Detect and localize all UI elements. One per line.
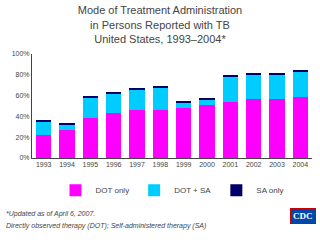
svg-text:1996: 1996: [106, 161, 122, 168]
svg-text:2000: 2000: [199, 161, 215, 168]
svg-text:*Updated as of April 6, 2007.: *Updated as of April 6, 2007.: [6, 210, 95, 218]
svg-text:1997: 1997: [129, 161, 145, 168]
svg-text:1994: 1994: [59, 161, 75, 168]
svg-text:2002: 2002: [246, 161, 262, 168]
svg-text:80%: 80%: [16, 71, 30, 78]
svg-text:2001: 2001: [223, 161, 239, 168]
svg-text:100%: 100%: [12, 50, 30, 57]
svg-text:40%: 40%: [16, 113, 30, 120]
svg-text:2003: 2003: [269, 161, 285, 168]
svg-text:60%: 60%: [16, 92, 30, 99]
svg-text:1999: 1999: [176, 161, 192, 168]
svg-text:1993: 1993: [36, 161, 52, 168]
svg-text:1995: 1995: [83, 161, 99, 168]
svg-text:SA only: SA only: [256, 186, 283, 195]
svg-text:1998: 1998: [153, 161, 169, 168]
svg-text:20%: 20%: [16, 134, 30, 141]
svg-text:2004: 2004: [293, 161, 309, 168]
svg-text:DOT + SA: DOT + SA: [174, 186, 211, 195]
svg-text:Mode of Treatment Administrati: Mode of Treatment Administrationin Perso…: [78, 4, 242, 45]
svg-text:CDC: CDC: [293, 211, 313, 221]
svg-text:DOT only: DOT only: [96, 186, 130, 195]
svg-text:0%: 0%: [19, 154, 29, 161]
svg-text:Directly observed therapy (DOT: Directly observed therapy (DOT); Self-ad…: [6, 222, 206, 230]
